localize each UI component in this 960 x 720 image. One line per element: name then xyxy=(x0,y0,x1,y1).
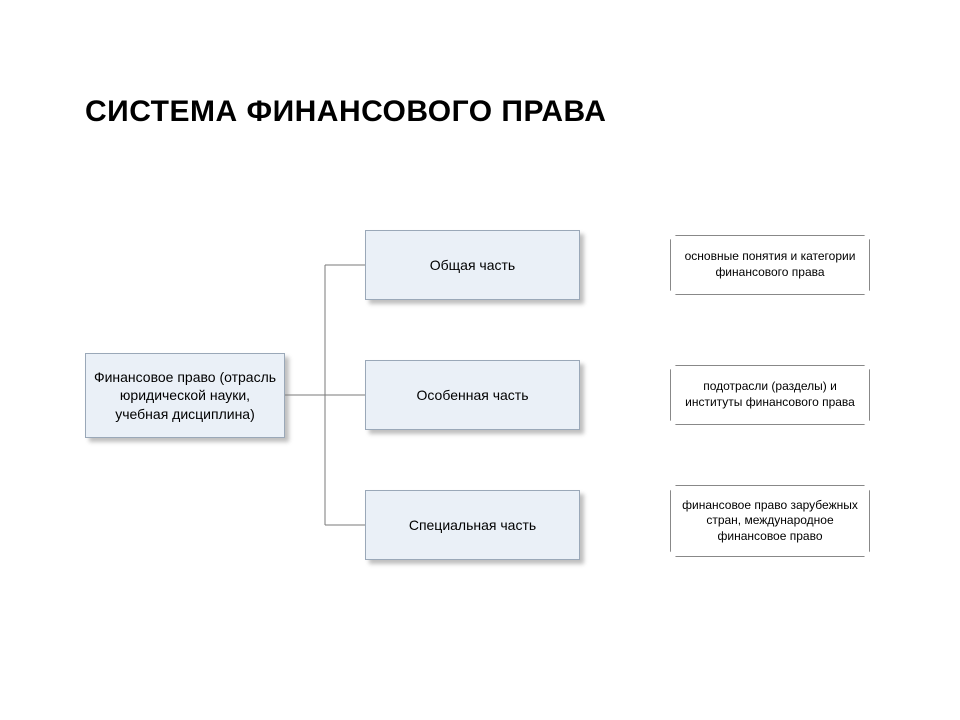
note-label-0: основные понятия и категории финансового… xyxy=(679,249,861,280)
root-label: Финансовое право (отрасль юридической на… xyxy=(92,368,278,423)
note-box-2: финансовое право зарубежных стран, между… xyxy=(670,485,870,557)
branch-box-0: Общая часть xyxy=(365,230,580,300)
note-box-0: основные понятия и категории финансового… xyxy=(670,235,870,295)
branch-box-1: Особенная часть xyxy=(365,360,580,430)
branch-label-1: Особенная часть xyxy=(417,386,529,404)
branch-label-0: Общая часть xyxy=(430,256,515,274)
note-box-1: подотрасли (разделы) и институты финансо… xyxy=(670,365,870,425)
branch-box-2: Специальная часть xyxy=(365,490,580,560)
note-label-1: подотрасли (разделы) и институты финансо… xyxy=(679,379,861,410)
page-title: СИСТЕМА ФИНАНСОВОГО ПРАВА xyxy=(85,95,606,129)
root-box: Финансовое право (отрасль юридической на… xyxy=(85,353,285,438)
branch-label-2: Специальная часть xyxy=(409,516,536,534)
note-label-2: финансовое право зарубежных стран, между… xyxy=(679,498,861,545)
